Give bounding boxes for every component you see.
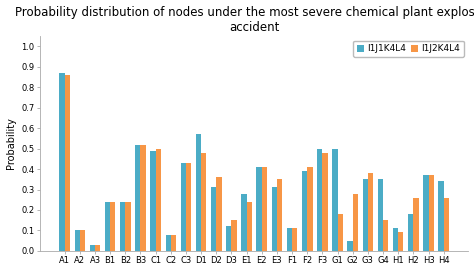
Bar [246, 202, 252, 251]
Bar [363, 179, 368, 251]
Bar [368, 173, 373, 251]
Bar [135, 144, 140, 251]
Bar [428, 175, 434, 251]
Bar [120, 202, 125, 251]
Bar [196, 134, 201, 251]
Bar [413, 198, 419, 251]
Bar [155, 149, 161, 251]
Bar [150, 151, 155, 251]
Bar [287, 228, 292, 251]
Y-axis label: Probability: Probability [6, 118, 16, 169]
Bar [64, 75, 70, 251]
Bar [201, 153, 207, 251]
Bar [383, 220, 388, 251]
Bar [322, 153, 328, 251]
Bar [216, 177, 221, 251]
Bar [302, 171, 307, 251]
Bar [186, 163, 191, 251]
Bar [332, 149, 337, 251]
Bar [398, 233, 403, 251]
Bar [317, 149, 322, 251]
Bar [110, 202, 116, 251]
Bar [307, 167, 312, 251]
Legend: I1J1K4L4, I1J2K4L4: I1J1K4L4, I1J2K4L4 [353, 41, 464, 57]
Bar [241, 193, 246, 251]
Bar [90, 245, 95, 251]
Bar [353, 193, 358, 251]
Bar [347, 241, 353, 251]
Bar [393, 228, 398, 251]
Bar [337, 214, 343, 251]
Bar [423, 175, 428, 251]
Bar [105, 202, 110, 251]
Bar [408, 214, 413, 251]
Bar [74, 230, 80, 251]
Bar [438, 181, 444, 251]
Bar [125, 202, 131, 251]
Bar [378, 179, 383, 251]
Bar [226, 226, 231, 251]
Bar [140, 144, 146, 251]
Bar [444, 198, 449, 251]
Bar [95, 245, 100, 251]
Bar [165, 234, 171, 251]
Bar [292, 228, 297, 251]
Bar [256, 167, 262, 251]
Bar [272, 188, 277, 251]
Bar [59, 73, 64, 251]
Bar [277, 179, 282, 251]
Bar [211, 188, 216, 251]
Bar [181, 163, 186, 251]
Bar [262, 167, 267, 251]
Title: Probability distribution of nodes under the most severe chemical plant explosion: Probability distribution of nodes under … [15, 6, 474, 34]
Bar [80, 230, 85, 251]
Bar [171, 234, 176, 251]
Bar [231, 220, 237, 251]
